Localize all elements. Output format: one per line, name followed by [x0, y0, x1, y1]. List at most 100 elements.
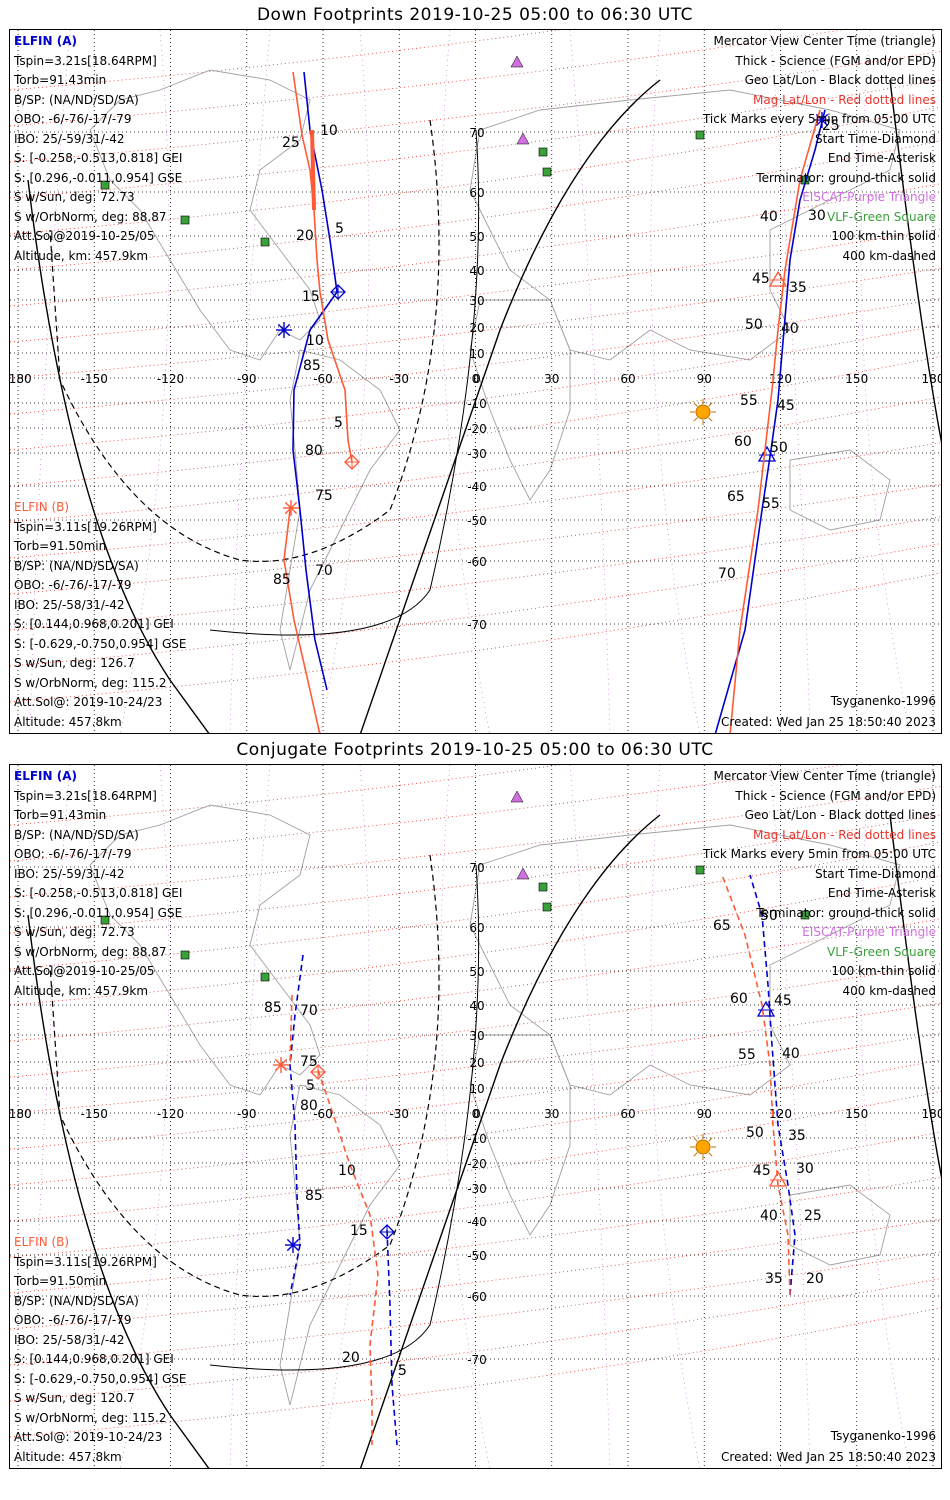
lat-tick-label: 50	[469, 965, 484, 979]
track-time-label: 50	[760, 908, 778, 924]
eiscat-triangle-icon	[516, 867, 530, 880]
track-time-label: 70	[718, 566, 736, 582]
terminator-line	[27, 914, 210, 1468]
elfin-b-line: S: [-0.629,-0.750,0.954] GSE	[14, 1371, 187, 1386]
elfin-a-info: ELFIN (A) Tspin=3.21s[18.64RPM] Torb=91.…	[14, 32, 182, 266]
mag-lon-line	[769, 765, 811, 1468]
legend-item: Geo Lat/Lon - Black dotted lines	[744, 73, 936, 87]
track-time-label: 50	[770, 440, 788, 456]
elfin-a-line: Torb=91.43min	[14, 73, 107, 87]
legend-item: VLF-Green Square	[827, 944, 936, 959]
lon-tick-label: -90	[237, 372, 257, 386]
elfin-b-line: S: [-0.629,-0.750,0.954] GSE	[14, 636, 187, 651]
legend-item: Mercator View Center Time (triangle)	[713, 34, 936, 48]
center-time-triangle-icon	[768, 1170, 788, 1187]
lat-tick-label: -70	[467, 618, 487, 632]
elfin-b-line: S w/OrbNorm, deg: 115.2	[14, 1410, 167, 1425]
track-time-label: 35	[788, 1128, 806, 1144]
legend-item: VLF-Green Square	[827, 209, 936, 224]
track-time-label: 10	[306, 333, 324, 349]
track-time-label: 15	[350, 1223, 368, 1239]
elfin-b-footprint-line	[721, 874, 791, 1296]
mag-lon-grid	[29, 30, 910, 733]
vlf-station-icon	[180, 950, 190, 960]
coast-eurasia	[469, 89, 901, 361]
elfin-b-line: OBO: -6/-76/-17/-79	[14, 1313, 132, 1327]
created-timestamp: Created: Wed Jan 25 18:50:40 2023	[721, 715, 936, 729]
elfin-a-line: S w/Sun, deg: 72.73	[14, 925, 135, 939]
center-time-triangle-icon	[756, 1000, 776, 1017]
track-time-label: 70	[315, 563, 333, 579]
elfin-b-line: B/SP: (NA/ND/SD/SA)	[14, 1293, 139, 1308]
elfin-b-header: ELFIN (B)	[14, 500, 70, 514]
track-time-label: 75	[300, 1054, 318, 1070]
elfin-b-line: IBO: 25/-58/31/-42	[14, 597, 125, 612]
elfin-a-line: S: [-0.258,-0.513,0.818] GEI	[14, 886, 183, 900]
lat-tick-label: 20	[469, 321, 484, 335]
track-time-label: 80	[300, 1098, 318, 1114]
track-time-label: 60	[734, 434, 752, 450]
mag-lat-line	[10, 396, 941, 523]
legend-item: EISCAT-Purple Triangle	[802, 190, 936, 204]
elfin-b-line: S: [0.144,0.968,0.201] GEI	[14, 617, 174, 631]
elfin-b-line: Altitude: 457.8km	[14, 714, 122, 729]
track-time-label: 75	[315, 488, 333, 504]
elfin-a-line: S w/Sun, deg: 72.73	[14, 190, 135, 204]
track-time-label: 55	[762, 496, 780, 512]
map-legend: Mercator View Center Time (triangle) Thi…	[703, 32, 936, 266]
lon-tick-label: -30	[389, 1107, 409, 1121]
track-time-label: 25	[282, 135, 300, 151]
footprint-100km	[209, 129, 480, 636]
track-time-label: 5	[335, 221, 344, 237]
coast-australia	[789, 1184, 891, 1266]
lon-tick-label: 150	[845, 372, 868, 386]
mag-lat-line	[10, 841, 941, 970]
elfin-b-line: OBO: -6/-76/-17/-79	[14, 578, 132, 592]
elfin-a-line: Altitude, km: 457.9km	[14, 983, 149, 998]
mag-lat-line	[10, 140, 941, 271]
lat-tick-label: 20	[469, 1056, 484, 1070]
lat-tick-label: -10	[467, 1132, 487, 1146]
elfin-a-header: ELFIN (A)	[14, 34, 77, 48]
geo-grid	[10, 765, 941, 1468]
lat-tick-label: -40	[467, 1215, 487, 1229]
track-time-label: 35	[765, 1271, 783, 1287]
lat-tick-label: -50	[467, 1249, 487, 1263]
mag-lon-line	[569, 765, 611, 1468]
model-label: Tsyganenko-1996	[830, 694, 936, 708]
elfin-b-footprint-line	[292, 71, 353, 463]
map-canvas: -180-150-120-90-60-300306090120150180706…	[10, 30, 941, 733]
vlf-station-icon	[542, 167, 552, 177]
elfin-a-footprint-line	[749, 874, 796, 1296]
track-time-label: 50	[745, 317, 763, 333]
lon-tick-label: 60	[620, 1107, 635, 1121]
lat-tick-label: 0	[473, 372, 481, 386]
eiscat-triangle-icon	[510, 55, 524, 68]
track-time-label: 45	[774, 993, 792, 1009]
elfin-a-line: Tspin=3.21s[18.64RPM]	[14, 788, 157, 803]
track-time-label: 5	[334, 415, 343, 431]
lat-tick-label: -70	[467, 1353, 487, 1367]
lon-tick-label: 90	[697, 1107, 712, 1121]
sun-icon	[690, 399, 716, 425]
lon-tick-label: 0	[472, 1107, 480, 1121]
track-time-label: 80	[305, 443, 323, 459]
vlf-station-icon	[260, 237, 270, 247]
footprint-100km	[209, 864, 480, 1371]
track-time-label: 40	[760, 209, 778, 225]
lon-tick-label: -120	[157, 372, 184, 386]
lon-tick-label: -180	[10, 1107, 32, 1121]
track-time-label: 60	[730, 991, 748, 1007]
track-time-label: 25	[804, 1208, 822, 1224]
down-footprints-panel: -180-150-120-90-60-300306090120150180706…	[9, 29, 942, 734]
vlf-station-icon	[538, 147, 548, 157]
track-time-label: 5	[306, 1078, 315, 1094]
elfin-a-line: IBO: 25/-59/31/-42	[14, 866, 125, 881]
created-timestamp: Created: Wed Jan 25 18:50:40 2023	[721, 1450, 936, 1464]
track-time-label: 20	[296, 228, 314, 244]
lat-tick-label: -30	[467, 447, 487, 461]
lon-tick-label: -180	[10, 372, 32, 386]
elfin-b-info: ELFIN (B) Tspin=3.11s[19.26RPM] Torb=91.…	[14, 1233, 187, 1467]
mag-lon-line	[229, 30, 271, 733]
